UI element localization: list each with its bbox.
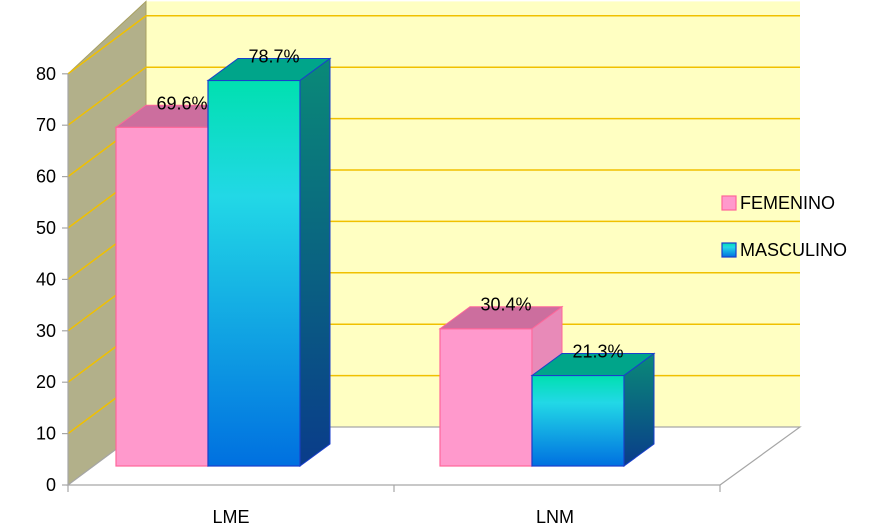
legend-label-masculino: MASCULINO	[740, 240, 847, 260]
data-labels: 69.6% 78.7% 30.4% 21.3%	[156, 46, 623, 361]
bars	[114, 57, 656, 467]
gridline-80	[67, 15, 800, 75]
y-tick-label-30: 30	[36, 321, 56, 341]
y-tick-label-20: 20	[36, 372, 56, 392]
bar-side-masculino-lme	[299, 57, 331, 467]
y-axis: 0 10 20 30 40 50 60 70 80	[36, 64, 69, 495]
x-tick-label-lme: LME	[212, 507, 249, 527]
gridline-70	[67, 66, 800, 126]
legend-swatch-masculino	[721, 242, 737, 258]
data-label-masculino-lme: 78.7%	[248, 46, 299, 66]
data-label-femenino-lme: 69.6%	[156, 93, 207, 113]
data-label-femenino-lnm: 30.4%	[480, 295, 531, 315]
legend-swatch-femenino	[721, 195, 737, 211]
bar-femenino-lme	[115, 126, 209, 467]
data-label-masculino-lnm: 21.3%	[572, 342, 623, 362]
y-tick-label-70: 70	[36, 115, 56, 135]
y-tick-label-60: 60	[36, 167, 56, 187]
legend-label-femenino: FEMENINO	[740, 193, 835, 213]
y-tick-label-80: 80	[36, 64, 56, 84]
x-axis: LME LNM	[67, 485, 721, 527]
x-tick-label-lnm: LNM	[536, 507, 574, 527]
bar-side-masculino-lnm	[623, 352, 655, 467]
bar-masculino-lnm	[531, 374, 625, 467]
y-tick-label-40: 40	[36, 269, 56, 289]
bar-masculino-lme	[207, 79, 301, 467]
y-tick-label-0: 0	[46, 475, 56, 495]
bar-femenino-lnm	[439, 328, 533, 467]
legend: FEMENINO MASCULINO	[721, 193, 847, 260]
y-tick-label-50: 50	[36, 218, 56, 238]
y-tick-label-10: 10	[36, 424, 56, 444]
